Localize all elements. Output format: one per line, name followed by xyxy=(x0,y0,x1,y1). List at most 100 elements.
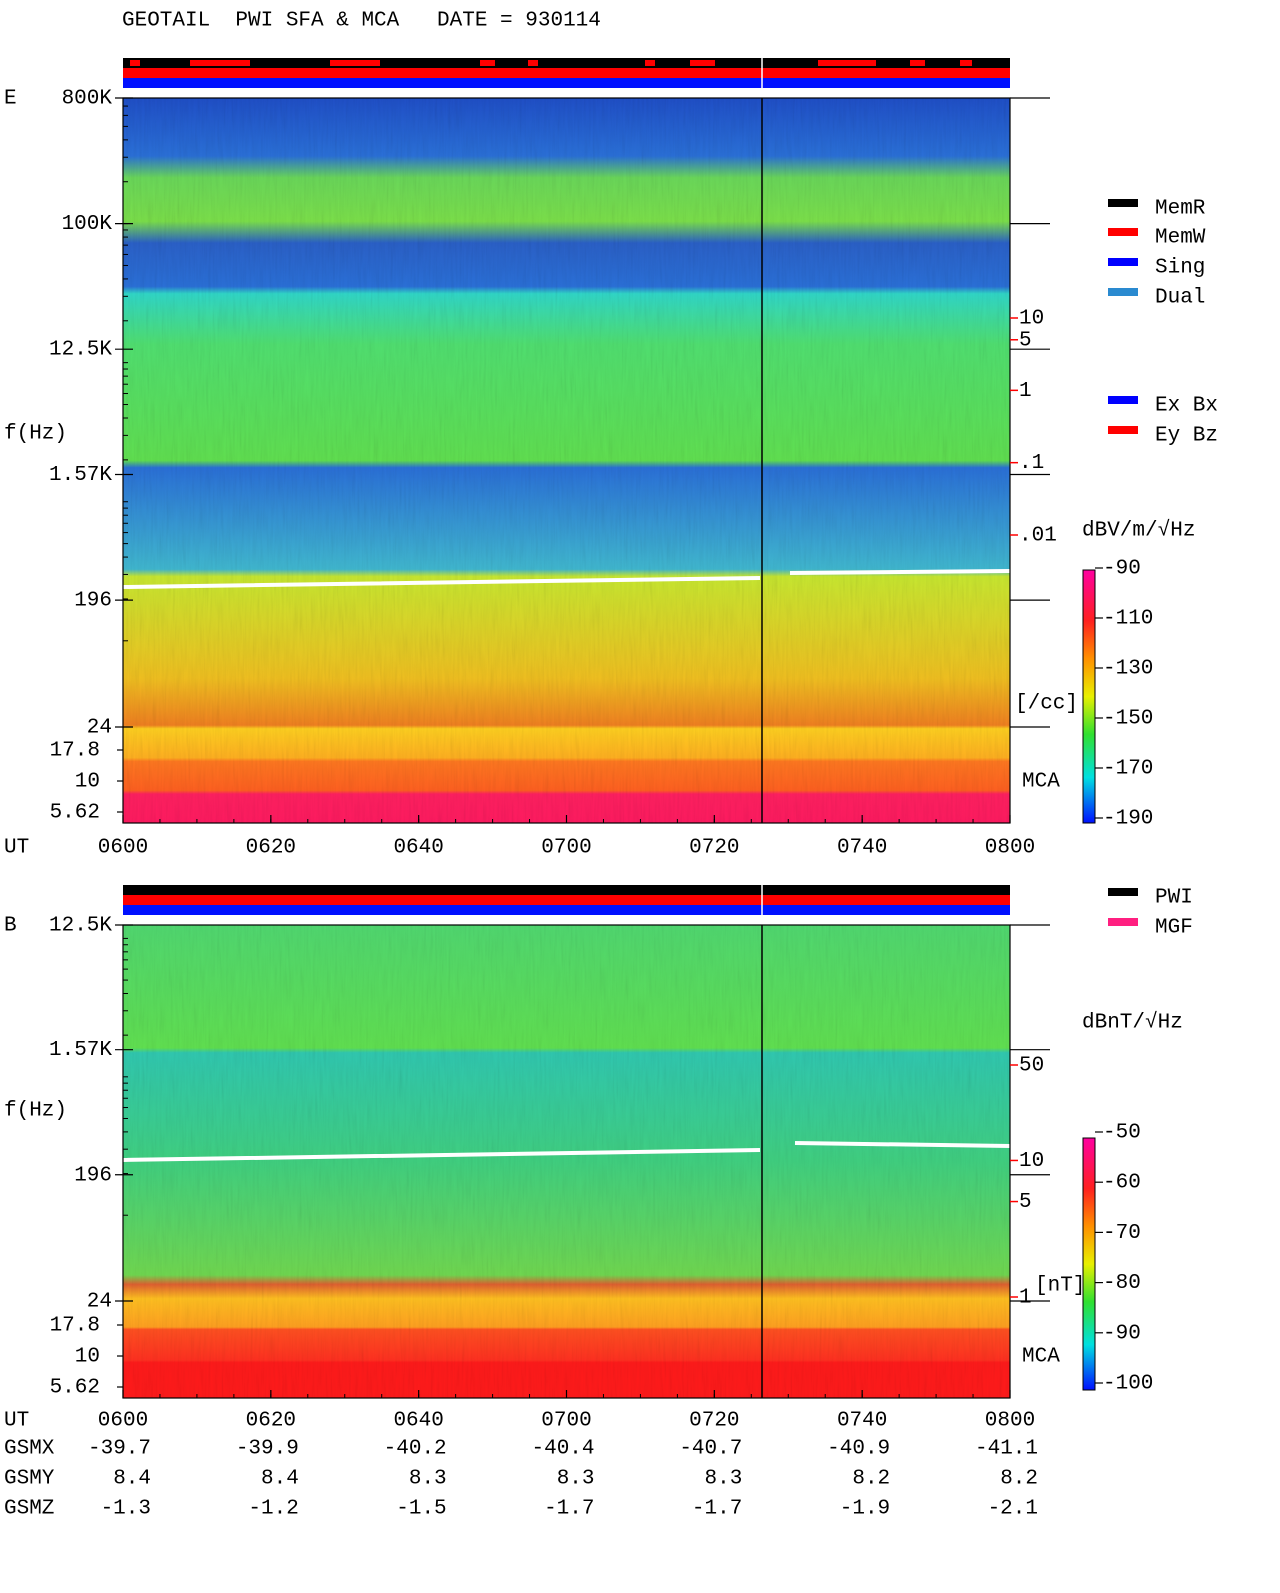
time-axis-label: UT xyxy=(4,1410,29,1433)
axis-label: f(Hz) xyxy=(4,1100,67,1123)
y-tick-label: 12.5K xyxy=(49,339,112,362)
right-tick-label: .1 xyxy=(1019,452,1044,475)
orbit-value: -1.7 xyxy=(692,1498,742,1521)
colorbar-tick-label: -190 xyxy=(1103,808,1153,831)
colorbar-tick-label: -170 xyxy=(1103,758,1153,781)
mca-tick-label: 17.8 xyxy=(50,1315,100,1338)
colorbar-tick-label: -80 xyxy=(1103,1272,1141,1295)
colorbar-tick-label: -110 xyxy=(1103,608,1153,631)
orbit-value: 8.4 xyxy=(261,1468,299,1491)
legend-swatch xyxy=(1108,199,1138,207)
orbit-label: GSMX xyxy=(4,1438,55,1461)
right-tick-label: 5 xyxy=(1019,1191,1032,1214)
colorbar-tick-label: -150 xyxy=(1103,708,1153,731)
y-tick-label: 24 xyxy=(87,1291,112,1314)
legend-label: MemR xyxy=(1155,198,1206,221)
orbit-value: -40.7 xyxy=(679,1438,742,1461)
right-tick-label: 1 xyxy=(1019,380,1032,403)
legend-swatch xyxy=(1108,918,1138,926)
colorbar-tick-label: -90 xyxy=(1103,558,1141,581)
legend-swatch xyxy=(1108,888,1138,896)
time-axis-label: UT xyxy=(4,837,29,860)
legend-swatch xyxy=(1108,228,1138,236)
right-tick-label: 50 xyxy=(1019,1055,1044,1078)
mca-label: MCA xyxy=(1022,1346,1060,1369)
orbit-value: 8.2 xyxy=(1000,1468,1038,1491)
x-tick-label: 0700 xyxy=(541,1410,591,1433)
x-tick-label: 0620 xyxy=(246,1410,296,1433)
right-tick-label: 10 xyxy=(1019,1150,1044,1173)
mca-tick-label: 17.8 xyxy=(50,740,100,763)
legend-label: MemW xyxy=(1155,227,1206,250)
panel-label: E xyxy=(4,88,17,111)
orbit-value: -39.9 xyxy=(236,1438,299,1461)
orbit-value: -41.1 xyxy=(975,1438,1038,1461)
y-tick-label: 196 xyxy=(74,1164,112,1187)
legend-swatch xyxy=(1108,426,1138,434)
spectrogram-texture xyxy=(123,925,1010,1398)
orbit-value: -39.7 xyxy=(88,1438,151,1461)
y-tick-label: 196 xyxy=(74,590,112,613)
status-pwi xyxy=(123,885,1010,895)
colorbar-tick-label: -70 xyxy=(1103,1222,1141,1245)
x-tick-label: 0740 xyxy=(837,837,887,860)
legend-label: PWI xyxy=(1155,887,1193,910)
x-tick-label: 0600 xyxy=(98,837,148,860)
orbit-value: -2.1 xyxy=(988,1498,1038,1521)
axis-label: f(Hz) xyxy=(4,423,67,446)
orbit-label: GSMY xyxy=(4,1468,55,1491)
density-line xyxy=(122,1141,1011,1162)
orbit-value: 8.3 xyxy=(705,1468,743,1491)
legend-label: MGF xyxy=(1155,917,1193,940)
right-tick-label: 10 xyxy=(1019,308,1044,331)
colorbar-tick-label: -60 xyxy=(1103,1172,1141,1195)
orbit-label: GSMZ xyxy=(4,1498,54,1521)
right-tick-label: .01 xyxy=(1019,525,1057,548)
y-tick-label: 800K xyxy=(62,88,113,111)
right-unit: [/cc] xyxy=(1015,693,1078,716)
legend-swatch xyxy=(1108,396,1138,404)
colorbar-unit: dBnT/√Hz xyxy=(1082,1011,1183,1035)
colorbar-unit: dBV/m/√Hz xyxy=(1082,519,1195,543)
title: GEOTAIL PWI SFA & MCA DATE = 930114 xyxy=(122,10,601,33)
status-memr xyxy=(123,58,1010,68)
colorbar-tick-label: -100 xyxy=(1103,1373,1153,1396)
legend-swatch xyxy=(1108,288,1138,296)
density-line xyxy=(122,569,1011,589)
orbit-value: -1.5 xyxy=(396,1498,446,1521)
x-tick-label: 0720 xyxy=(689,1410,739,1433)
legend-label: Dual xyxy=(1155,287,1205,310)
legend-label: Sing xyxy=(1155,257,1205,280)
y-tick-label: 12.5K xyxy=(49,915,112,938)
legend-label: Ex Bx xyxy=(1155,395,1218,418)
y-tick-label: 1.57K xyxy=(49,464,112,487)
orbit-value: 8.3 xyxy=(409,1468,447,1491)
y-tick-label: 1.57K xyxy=(49,1039,112,1062)
legend-label: Ey Bz xyxy=(1155,425,1218,448)
status-sing xyxy=(123,78,1010,88)
x-tick-label: 0620 xyxy=(246,837,296,860)
orbit-value: -1.2 xyxy=(248,1498,298,1521)
orbit-value: -1.9 xyxy=(840,1498,890,1521)
y-tick-label: 24 xyxy=(87,717,112,740)
orbit-value: -40.2 xyxy=(384,1438,447,1461)
mca-tick-label: 10 xyxy=(75,1346,100,1369)
x-tick-label: 0800 xyxy=(985,1410,1035,1433)
mca-tick-label: 5.62 xyxy=(50,802,100,825)
status-sing xyxy=(123,905,1010,915)
orbit-value: 8.2 xyxy=(852,1468,890,1491)
legend-swatch xyxy=(1108,258,1138,266)
colorbar-tick-label: -50 xyxy=(1103,1122,1141,1145)
x-tick-label: 0700 xyxy=(541,837,591,860)
x-tick-label: 0740 xyxy=(837,1410,887,1433)
status-mgf xyxy=(123,895,1010,905)
status-segments xyxy=(130,60,972,66)
status-memw xyxy=(123,68,1010,78)
colorbar-tick-label: -130 xyxy=(1103,658,1153,681)
x-tick-label: 0720 xyxy=(689,837,739,860)
mca-tick-label: 10 xyxy=(75,771,100,794)
orbit-value: -1.3 xyxy=(101,1498,151,1521)
colorbar xyxy=(1082,1137,1096,1391)
